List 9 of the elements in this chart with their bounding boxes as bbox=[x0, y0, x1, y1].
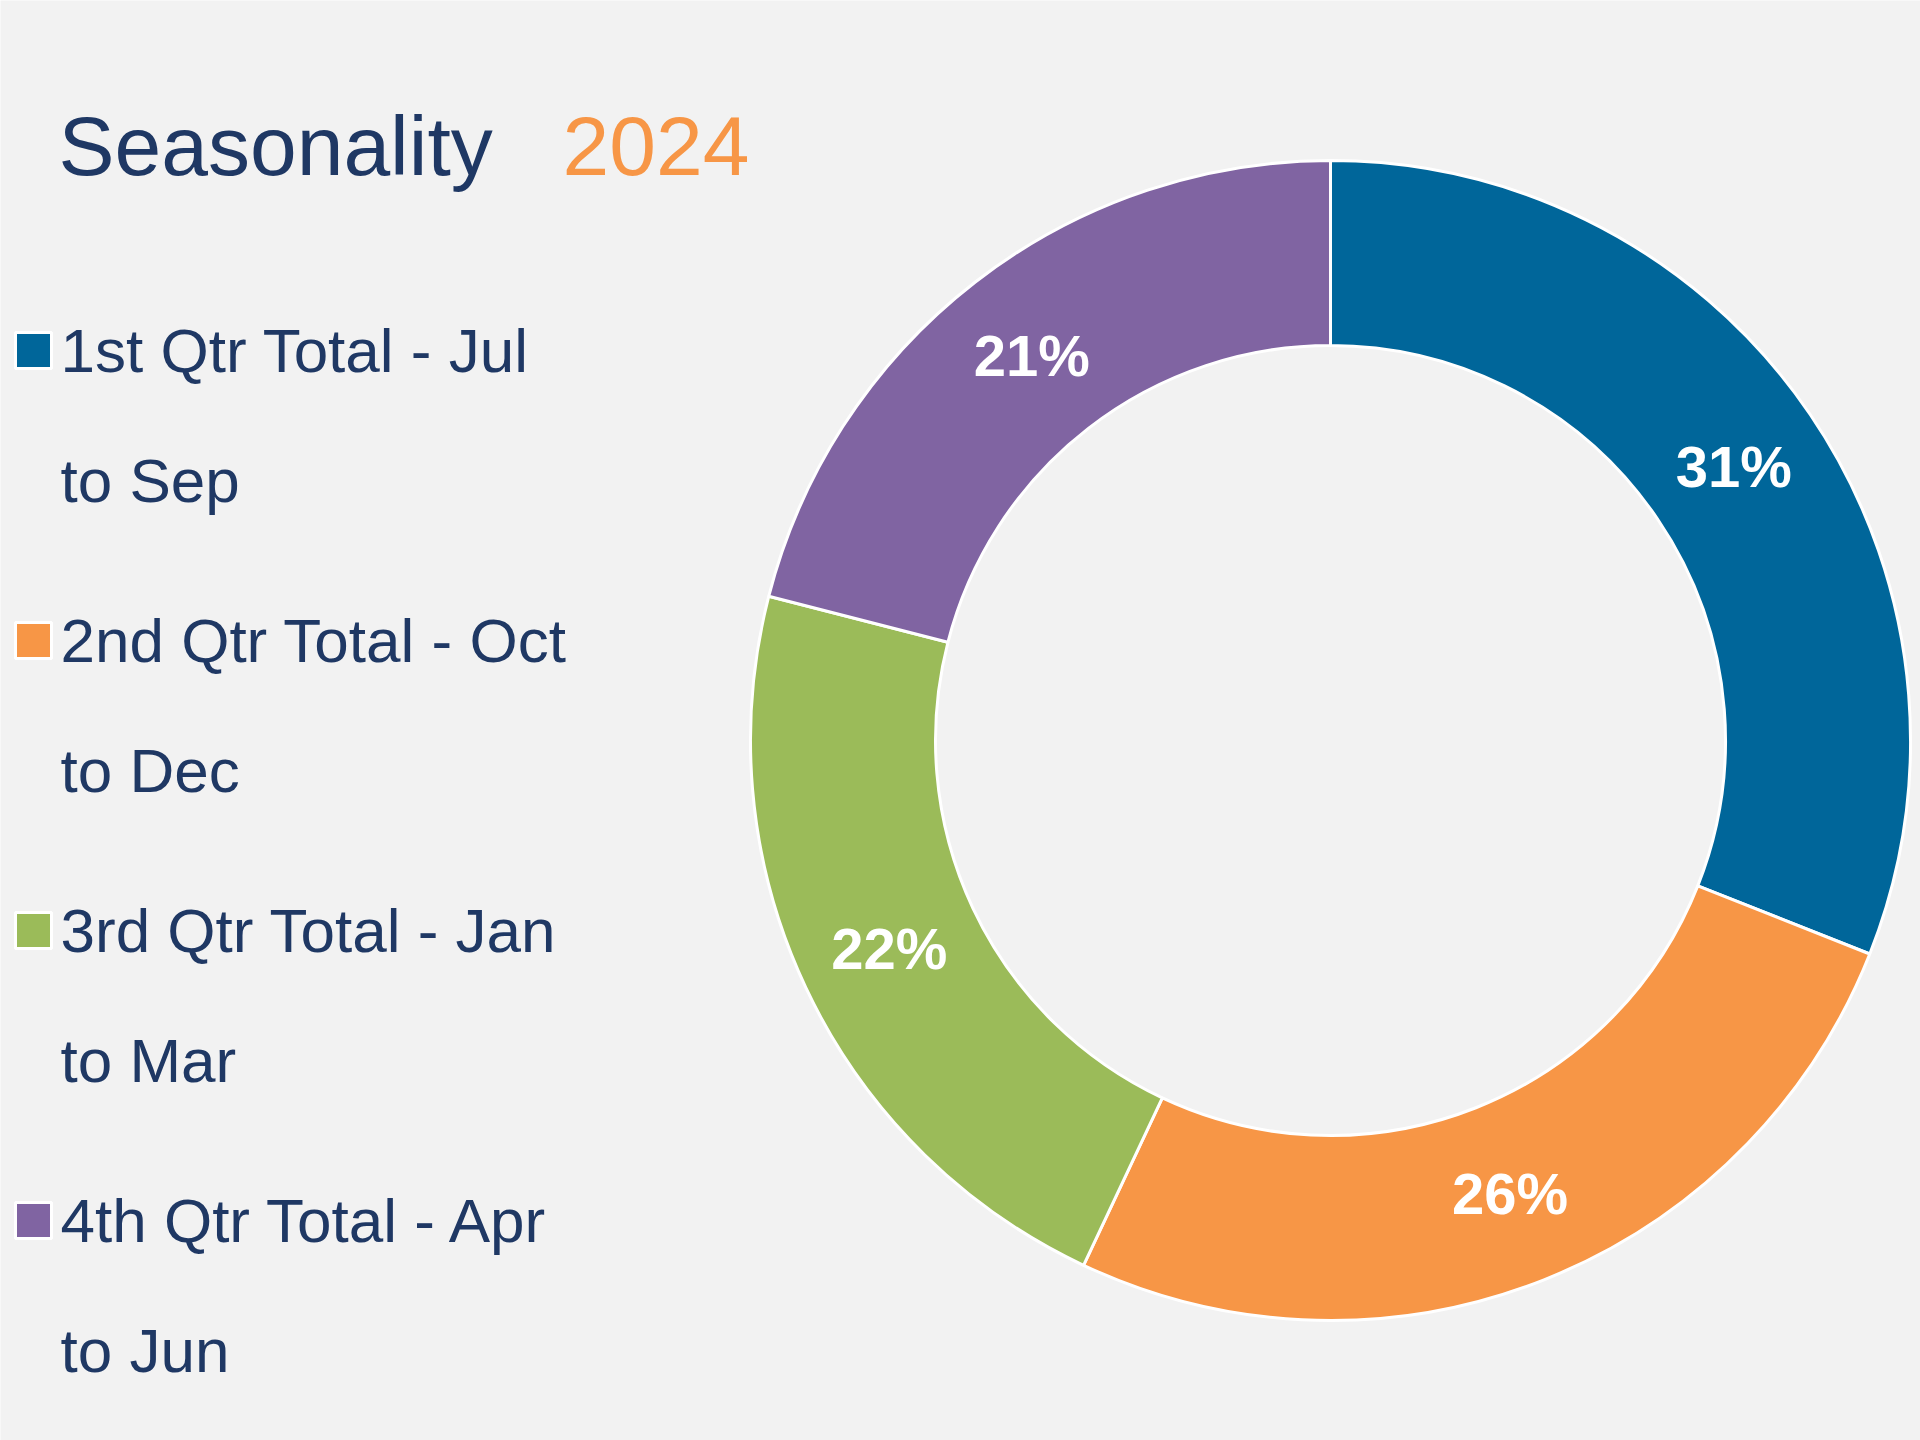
legend-label: 4th Qtr Total - Apr to Jun bbox=[60, 1186, 546, 1385]
legend-label: 3rd Qtr Total - Jan to Mar bbox=[60, 896, 556, 1095]
data-label: 31% bbox=[1675, 433, 1792, 499]
chart-title: Seasonality 2024 bbox=[58, 98, 750, 193]
data-label: 22% bbox=[831, 915, 948, 981]
data-label: 21% bbox=[973, 322, 1090, 388]
data-label: 26% bbox=[1451, 1161, 1569, 1227]
legend-label: 2nd Qtr Total - Oct to Dec bbox=[60, 606, 566, 805]
legend-label: 1st Qtr Total - Jul to Sep bbox=[60, 316, 528, 515]
